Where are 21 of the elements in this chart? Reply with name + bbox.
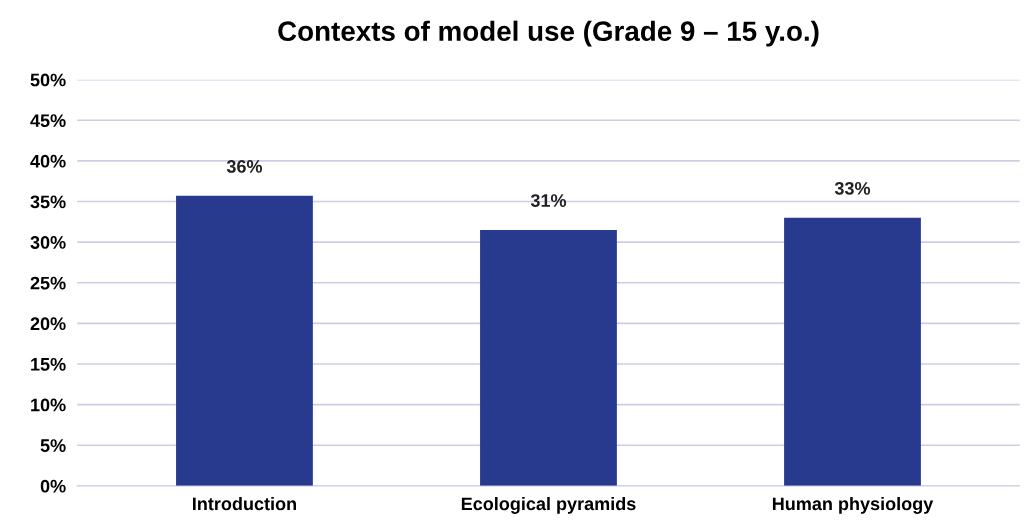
y-tick-label: 45% — [30, 114, 66, 127]
x-tick-label: Ecological pyramids — [461, 496, 636, 514]
y-tick-label: 15% — [31, 357, 66, 371]
chart-title: Contexts of model use (Grade 9 – 15 y.o.) — [278, 20, 819, 47]
data-label: 31% — [530, 194, 567, 207]
bar — [784, 217, 921, 486]
y-tick-label: 50% — [30, 73, 66, 87]
y-tick-label: 10% — [31, 398, 66, 412]
bar — [176, 195, 313, 486]
y-tick-label: 0% — [40, 479, 66, 493]
y-tick-label: 35% — [30, 195, 66, 209]
bar — [480, 229, 617, 486]
data-label: 33% — [834, 181, 871, 195]
y-tick-label: 40% — [30, 154, 66, 168]
data-label: 36% — [226, 160, 263, 173]
x-tick-label: Human physiology — [772, 496, 934, 514]
y-tick-label: 5% — [40, 439, 66, 452]
x-tick-label: Introduction — [193, 496, 296, 511]
y-tick-label: 25% — [30, 276, 66, 290]
y-tick-label: 20% — [30, 317, 66, 331]
y-tick-label: 30% — [30, 236, 66, 249]
